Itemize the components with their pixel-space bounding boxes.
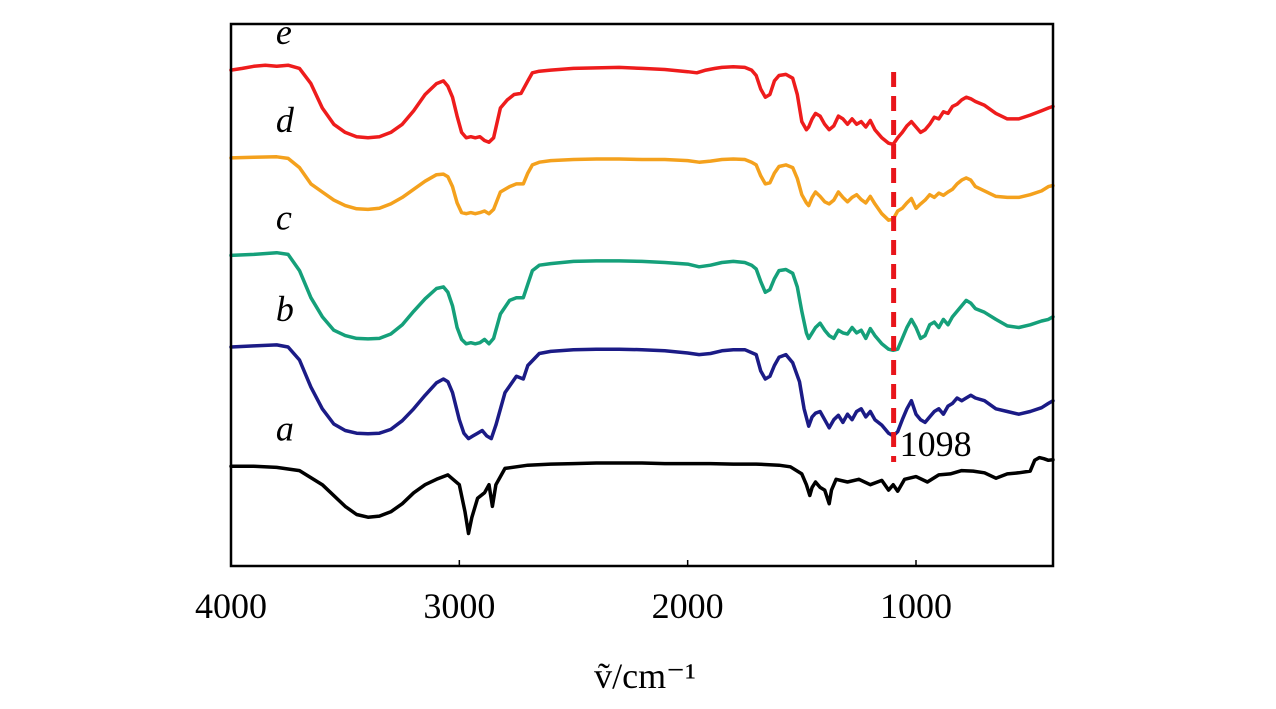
series-label-b: b [276, 289, 294, 329]
series-label-d: d [276, 100, 295, 140]
series-line-a [229, 455, 1055, 536]
series-line-b [229, 343, 1055, 441]
x-tick-label: 4000 [195, 586, 267, 626]
plot-frame [229, 22, 1055, 568]
x-axis-ticks: 4000 3000 2000 1000 [195, 560, 952, 626]
series-line-d [229, 155, 1055, 222]
series-label-c: c [276, 197, 292, 237]
spectra-curves [229, 63, 1055, 536]
x-tick-label: 2000 [652, 586, 724, 626]
x-axis-label: ṽ/cm⁻¹ [594, 656, 696, 696]
series-labels: a b c d e [276, 12, 295, 448]
x-tick-label: 1000 [880, 586, 952, 626]
series-line-c [229, 250, 1055, 353]
annotation-layer: 1098 [891, 72, 972, 464]
series-line-e [229, 63, 1055, 147]
x-tick-label: 3000 [423, 586, 495, 626]
annotation-label: 1098 [900, 424, 972, 464]
series-label-a: a [276, 408, 294, 448]
series-label-e: e [276, 12, 292, 52]
